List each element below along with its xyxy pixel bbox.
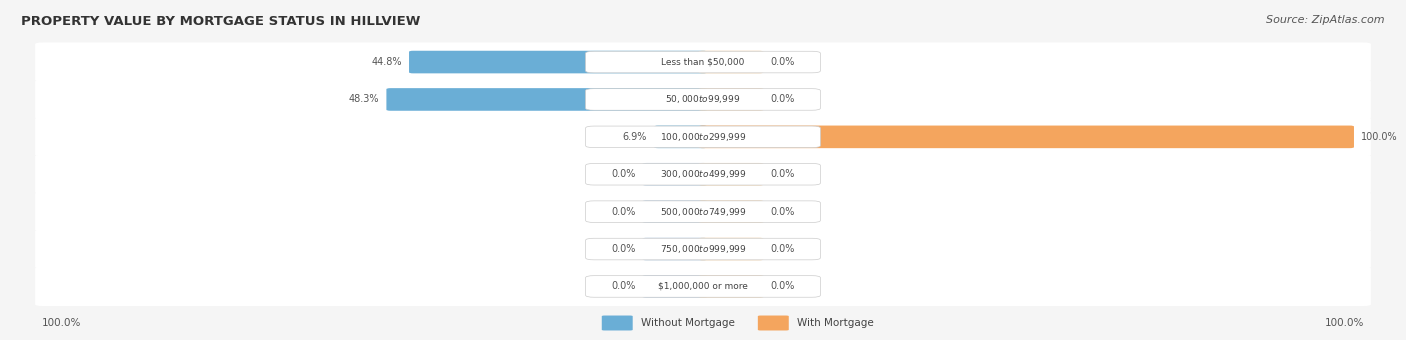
FancyBboxPatch shape [699,125,1354,148]
FancyBboxPatch shape [585,164,821,185]
Text: 100.0%: 100.0% [1324,318,1364,328]
FancyBboxPatch shape [643,238,707,260]
FancyBboxPatch shape [699,163,763,186]
Text: 0.0%: 0.0% [612,169,636,179]
Text: 44.8%: 44.8% [371,57,402,67]
Text: Without Mortgage: Without Mortgage [641,318,735,328]
Text: Less than $50,000: Less than $50,000 [661,57,745,67]
FancyBboxPatch shape [585,89,821,110]
FancyBboxPatch shape [387,88,707,111]
Text: $100,000 to $299,999: $100,000 to $299,999 [659,131,747,143]
Text: $750,000 to $999,999: $750,000 to $999,999 [659,243,747,255]
FancyBboxPatch shape [654,125,707,148]
Text: $50,000 to $99,999: $50,000 to $99,999 [665,94,741,105]
Text: 0.0%: 0.0% [612,282,636,291]
Text: 100.0%: 100.0% [1361,132,1398,142]
Text: With Mortgage: With Mortgage [797,318,875,328]
Text: 0.0%: 0.0% [770,207,794,217]
Text: 0.0%: 0.0% [770,244,794,254]
FancyBboxPatch shape [585,51,821,73]
FancyBboxPatch shape [585,238,821,260]
FancyBboxPatch shape [699,200,763,223]
FancyBboxPatch shape [585,201,821,222]
FancyBboxPatch shape [699,238,763,260]
FancyBboxPatch shape [699,275,763,298]
Text: 0.0%: 0.0% [770,169,794,179]
Text: 6.9%: 6.9% [623,132,647,142]
FancyBboxPatch shape [585,276,821,297]
FancyBboxPatch shape [35,117,1371,156]
Text: 48.3%: 48.3% [349,95,380,104]
Text: 0.0%: 0.0% [770,282,794,291]
FancyBboxPatch shape [643,275,707,298]
Text: 0.0%: 0.0% [770,95,794,104]
Text: 0.0%: 0.0% [612,244,636,254]
Text: PROPERTY VALUE BY MORTGAGE STATUS IN HILLVIEW: PROPERTY VALUE BY MORTGAGE STATUS IN HIL… [21,15,420,28]
FancyBboxPatch shape [602,316,633,330]
Text: $1,000,000 or more: $1,000,000 or more [658,282,748,291]
FancyBboxPatch shape [35,42,1371,82]
FancyBboxPatch shape [643,200,707,223]
FancyBboxPatch shape [585,126,821,148]
FancyBboxPatch shape [409,51,707,73]
FancyBboxPatch shape [35,267,1371,306]
FancyBboxPatch shape [699,88,763,111]
FancyBboxPatch shape [699,51,763,73]
FancyBboxPatch shape [643,163,707,186]
FancyBboxPatch shape [35,192,1371,231]
Text: $300,000 to $499,999: $300,000 to $499,999 [659,168,747,180]
Text: Source: ZipAtlas.com: Source: ZipAtlas.com [1267,15,1385,25]
Text: 0.0%: 0.0% [612,207,636,217]
Text: 100.0%: 100.0% [42,318,82,328]
FancyBboxPatch shape [35,80,1371,119]
Text: 0.0%: 0.0% [770,57,794,67]
FancyBboxPatch shape [35,230,1371,269]
FancyBboxPatch shape [35,155,1371,194]
FancyBboxPatch shape [758,316,789,330]
Text: $500,000 to $749,999: $500,000 to $749,999 [659,206,747,218]
